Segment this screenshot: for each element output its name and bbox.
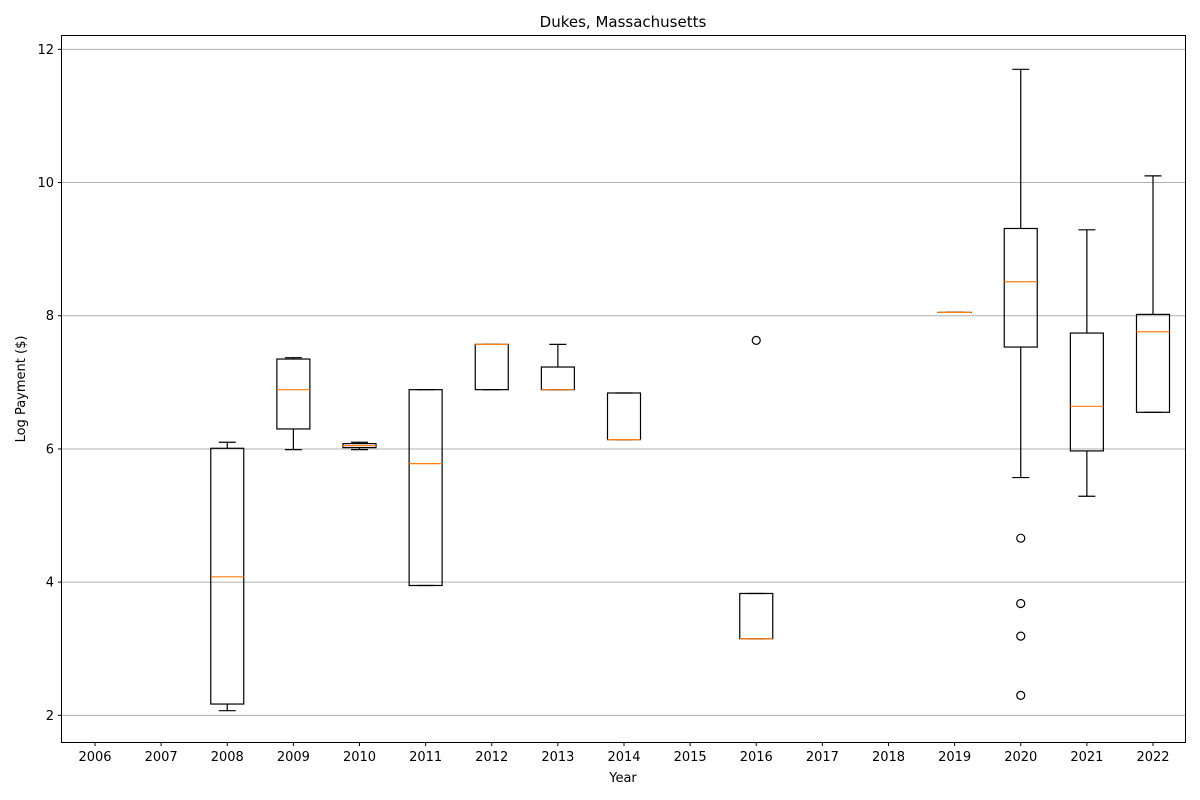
box-2014 — [606, 392, 642, 441]
box-iqr — [1003, 227, 1038, 348]
x-tick-label: 2017 — [806, 750, 839, 765]
y-tick-label: 4 — [46, 576, 54, 591]
x-tick-label: 2012 — [475, 750, 508, 765]
y-tick-label: 12 — [37, 43, 54, 58]
outlier-point — [1016, 598, 1026, 609]
y-tick-label: 10 — [37, 176, 54, 191]
x-tick-label: 2020 — [1004, 750, 1037, 765]
box-2013 — [540, 343, 575, 391]
chart-title: Dukes, Massachusetts — [540, 13, 707, 31]
outlier-point — [1016, 533, 1026, 543]
boxes-layer — [210, 68, 1171, 712]
y-axis-label: Log Payment ($) — [14, 336, 29, 443]
x-tick-label: 2016 — [740, 750, 773, 765]
outlier-point — [1016, 631, 1026, 641]
outlier-point — [751, 335, 761, 345]
x-tick-label: 2018 — [872, 750, 905, 765]
y-tick-label: 8 — [46, 309, 54, 324]
y-tick-label: 2 — [46, 709, 54, 724]
box-2016 — [739, 335, 774, 640]
box-2022 — [1135, 175, 1171, 413]
box-iqr — [276, 358, 311, 430]
x-tick-label: 2007 — [145, 750, 178, 765]
grid-layer — [62, 48, 1185, 716]
box-2008 — [210, 441, 245, 712]
box-2009 — [276, 357, 311, 451]
box-2010 — [342, 441, 377, 451]
x-tick-label: 2019 — [938, 750, 971, 765]
x-tick-label: 2021 — [1070, 750, 1103, 765]
box-iqr — [210, 447, 245, 705]
box-2012 — [474, 343, 509, 391]
box-iqr — [739, 592, 774, 640]
x-tick-label: 2022 — [1136, 750, 1169, 765]
box-2011 — [408, 389, 443, 587]
box-2021 — [1069, 229, 1104, 497]
x-tick-label: 2013 — [541, 750, 574, 765]
box-iqr — [408, 389, 443, 587]
box-iqr — [540, 366, 575, 391]
x-tick-label: 2006 — [78, 750, 111, 765]
x-axis-ticks: 2006 2007 2008 2009 2010 2011 2012 2013 2014 2015… — [78, 742, 1170, 765]
x-tick-label: 2011 — [409, 750, 442, 765]
box-2020 — [1003, 68, 1038, 700]
x-tick-label: 2015 — [674, 750, 707, 765]
y-tick-label: 6 — [46, 442, 54, 457]
box-iqr — [1135, 313, 1171, 413]
x-tick-label: 2010 — [343, 750, 376, 765]
box-iqr — [474, 343, 509, 391]
box-iqr — [606, 392, 642, 441]
x-axis-label: Year — [608, 771, 637, 786]
outlier-point — [1016, 690, 1026, 700]
x-tick-label: 2014 — [607, 750, 640, 765]
x-tick-label: 2009 — [277, 750, 310, 765]
x-tick-label: 2008 — [211, 750, 244, 765]
box-iqr — [1069, 332, 1104, 452]
y-axis-ticks: 2 4 6 8 10 12 — [37, 43, 62, 724]
